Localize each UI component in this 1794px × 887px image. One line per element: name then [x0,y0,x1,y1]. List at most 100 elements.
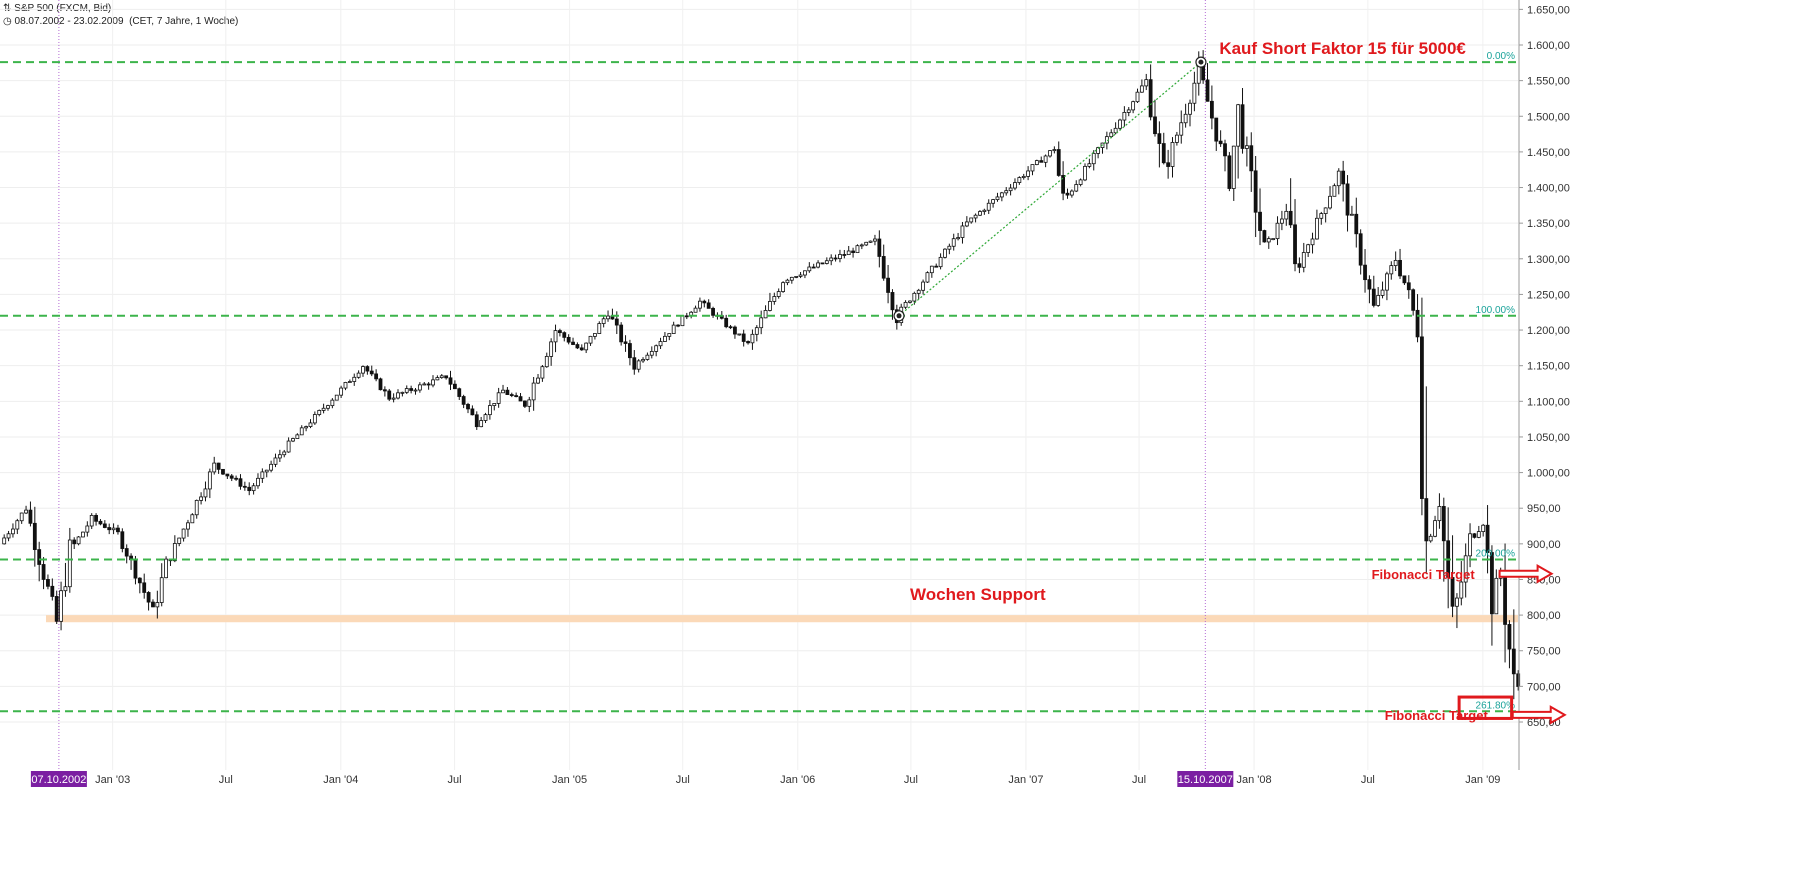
target-arrow [1498,564,1554,584]
candle-body [1170,142,1175,167]
candle-body [654,345,659,352]
candle-body [1030,164,1035,172]
date-marker-label: 15.10.2007 [1178,774,1233,786]
candle-body [632,357,637,370]
candle-body [1074,184,1079,192]
y-tick-label: 1.050,00 [1527,432,1570,444]
candle-body [912,292,917,302]
candle-body [137,577,142,584]
candle-body [1358,233,1363,266]
candle-body [216,462,221,470]
candle-body [518,396,523,402]
candle-body [908,300,912,303]
candle-body [347,381,352,383]
candle-body [903,301,908,308]
candle-body [1503,572,1507,625]
candle-body [1236,104,1241,147]
candle-body [1319,213,1324,219]
date-marker-label: 07.10.2002 [31,774,86,786]
candle-body [177,537,182,544]
candle-body [1306,244,1311,253]
candle-body [54,596,59,622]
candle-body [873,238,877,242]
candle-body [50,585,55,597]
candle-body [1262,230,1267,243]
candle-body [81,531,85,538]
x-tick-label: Jul [219,774,233,786]
candle-body [509,394,514,396]
candle-body [356,372,361,378]
candle-body [1507,624,1512,650]
candle-body [326,405,330,409]
candle-body [1301,252,1306,268]
y-tick-label: 1.200,00 [1527,325,1570,337]
candle-body [378,378,383,391]
candle-body [527,399,532,407]
candle-body [286,440,291,453]
candle-body [1323,207,1328,214]
candle-body [798,274,803,277]
candle-body [487,405,492,416]
candle-body [820,262,825,265]
candle-body [1188,102,1192,115]
candle-body [181,528,186,539]
x-tick-label: Jan '07 [1008,774,1043,786]
candle-body [706,302,711,309]
fib-label: 261.80% [1476,700,1516,711]
candle-body [32,522,37,550]
trend-line [898,61,1202,317]
candle-body [273,457,278,465]
candle-body [702,300,707,304]
y-tick-label: 1.550,00 [1527,76,1570,88]
date-range: 08.07.2002 - 23.02.2009 [14,16,124,27]
candle-body [925,272,930,283]
candle-body [842,254,847,256]
candle-body [588,335,593,344]
candle-body [1411,289,1416,311]
fibonacci-levels: 0.00% 100.00% 200.00% 261.80% [0,51,1518,713]
candle-body [1218,140,1223,145]
candle-body [619,324,624,343]
candle-body [601,318,606,324]
chart-header-title: ⇅ S&P 500 (FXCM, Bid) [3,3,111,14]
candle-body [811,266,816,269]
candle-body [282,451,287,456]
candle-body [321,407,326,411]
candle-body [207,471,212,490]
trend-point-inner [896,313,902,319]
grid [0,0,1518,770]
y-tick-label: 1.500,00 [1527,111,1570,123]
candle-body [247,486,252,492]
candle-body [229,475,234,479]
x-axis: Jan '03 Jul Jan '04 Jul Jan '05 Jul Jan '06 Jul… [30,771,1500,787]
candle-body [851,250,855,254]
candle-body [1275,222,1280,240]
candle-body [549,341,554,357]
candle-body [1209,100,1214,119]
candle-body [417,384,422,391]
x-tick-label: Jan '03 [95,774,130,786]
candle-body [890,292,895,311]
candle-body [190,514,195,524]
y-tick-label: 1.350,00 [1527,218,1570,230]
candle-body [824,260,829,264]
candle-body [1253,170,1258,213]
candle-body [1380,289,1385,296]
x-tick-label: Jul [904,774,918,786]
fib-label: 0.00% [1487,51,1515,62]
candle-body [1437,506,1442,522]
candle-body [614,318,619,326]
candle-body [1144,79,1149,87]
candle-body [584,342,589,351]
candle-body [334,394,339,401]
candle-body [1113,127,1118,134]
candle-body [374,373,379,380]
candle-body [1244,145,1249,149]
candle-body [330,399,335,407]
candle-body [15,520,20,530]
candles [2,50,1521,700]
candle-body [1279,218,1284,224]
candle-body [1433,520,1437,537]
candle-body [396,392,400,399]
